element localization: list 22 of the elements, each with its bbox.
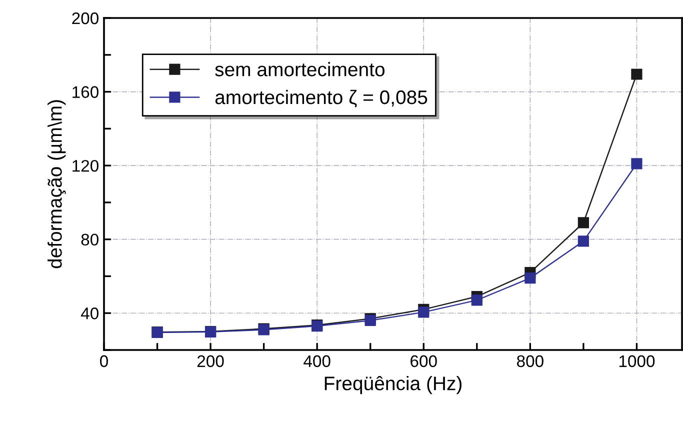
point bbox=[471, 294, 482, 306]
point bbox=[524, 272, 536, 284]
x-tick-label: 400 bbox=[304, 355, 330, 368]
y-tick-label: 160 bbox=[72, 86, 98, 98]
point bbox=[418, 306, 430, 318]
x-tick-label: 800 bbox=[516, 355, 544, 368]
point bbox=[578, 236, 590, 247]
x-tick-label: 600 bbox=[410, 355, 437, 368]
y-axis-title: deformação (µm\m) bbox=[48, 100, 66, 268]
y-tick-label: 80 bbox=[81, 234, 98, 246]
x-axis-title: Freqüência (Hz) bbox=[324, 376, 462, 394]
legend-label: sem amortecimento bbox=[215, 62, 384, 76]
point bbox=[631, 68, 642, 80]
y-tick-label: 200 bbox=[72, 12, 98, 24]
point bbox=[631, 158, 642, 170]
point bbox=[578, 217, 590, 228]
x-tick-label: 0 bbox=[100, 355, 108, 368]
x-tick-label: 200 bbox=[197, 355, 224, 368]
y-tick-label: 120 bbox=[72, 160, 98, 172]
y-tick-label: 40 bbox=[80, 308, 98, 320]
x-tick-label: 1000 bbox=[619, 355, 655, 368]
legend-label: amortecimento ζ = 0,085 bbox=[215, 90, 428, 108]
